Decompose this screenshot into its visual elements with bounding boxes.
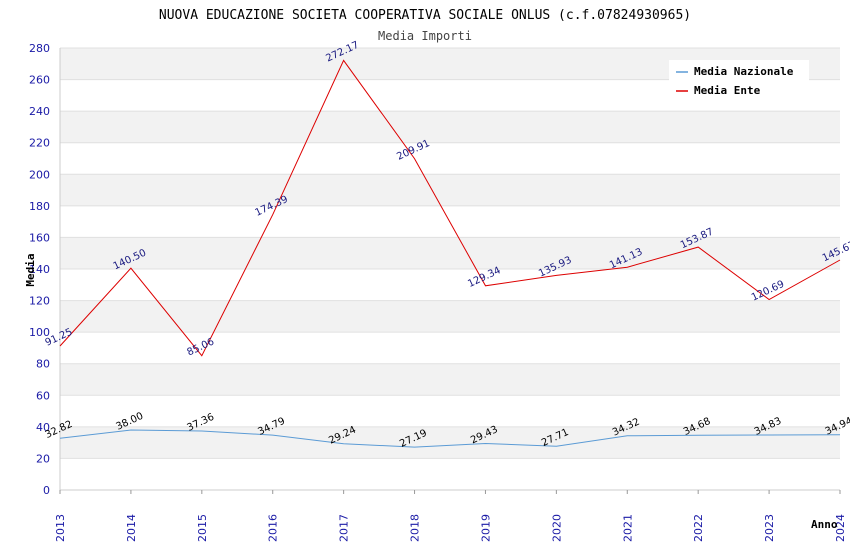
series-lines (59, 59, 841, 448)
x-tick-labels: 2013 2014 2015 2016 2017 2018 2019 2020 2021 2022… (54, 514, 847, 542)
x-tick-label: 2023 (763, 514, 776, 542)
x-tick-label: 2017 (338, 514, 351, 542)
plot-band (60, 332, 840, 364)
x-tick-label: 2015 (196, 514, 209, 542)
plot-background (60, 48, 840, 490)
x-tick-label: 2024 (834, 514, 847, 542)
x-tick-label: 2021 (621, 514, 634, 542)
x-tick-label: 2020 (550, 514, 563, 542)
x-tick-label: 2016 (267, 514, 280, 542)
y-tick-label: 100 (29, 326, 50, 339)
y-tick-label: 140 (29, 263, 50, 276)
gridlines (60, 47, 840, 491)
x-tick-label: 2013 (54, 514, 67, 542)
y-tick-label: 20 (36, 452, 50, 465)
y-tick-label: 220 (29, 137, 50, 150)
legend-box (669, 60, 809, 102)
plot-band (60, 269, 840, 301)
series-line-media-nazionale (59, 429, 841, 448)
y-tick-label: 280 (29, 42, 50, 55)
x-tick-label: 2019 (479, 514, 492, 542)
plot-band (60, 237, 840, 269)
plot-band (60, 142, 840, 175)
y-tick-label: 0 (43, 484, 50, 497)
y-tick-label: 260 (29, 74, 50, 87)
x-tick-label: 2022 (692, 514, 705, 542)
chart-title: NUOVA EDUCAZIONE SOCIETA COOPERATIVA SOC… (159, 8, 691, 23)
y-tick-label: 40 (36, 421, 50, 434)
y-tick-label: 60 (36, 389, 50, 402)
plot-band (60, 111, 840, 143)
y-tick-label: 80 (36, 358, 50, 371)
y-axis-label: Media (24, 253, 37, 286)
plot-band (60, 363, 840, 396)
plot-band (60, 300, 840, 333)
plot-band (60, 174, 840, 206)
legend-label-media-ente: Media Ente (694, 84, 761, 97)
legend-label-media-nazionale: Media Nazionale (694, 65, 794, 78)
y-tick-label: 240 (29, 105, 50, 118)
x-tick-label: 2018 (409, 514, 422, 542)
x-tick-label: 2014 (125, 514, 138, 542)
y-tick-label: 180 (29, 200, 50, 213)
plot-band (60, 458, 840, 490)
legend: Media Nazionale Media Ente (669, 60, 809, 102)
series-line-media-ente (59, 59, 841, 357)
y-tick-label: 120 (29, 295, 50, 308)
chart-subtitle: Media Importi (378, 29, 472, 43)
y-tick-labels: 0 20 40 60 80 100 120 140 160 180 200 220 240 260 280 (29, 42, 50, 497)
y-tick-label: 200 (29, 168, 50, 181)
y-tick-label: 160 (29, 231, 50, 244)
plot-band (60, 426, 840, 459)
x-axis-label: Anno (811, 518, 838, 531)
plot-band (60, 395, 840, 427)
axes (59, 48, 841, 494)
